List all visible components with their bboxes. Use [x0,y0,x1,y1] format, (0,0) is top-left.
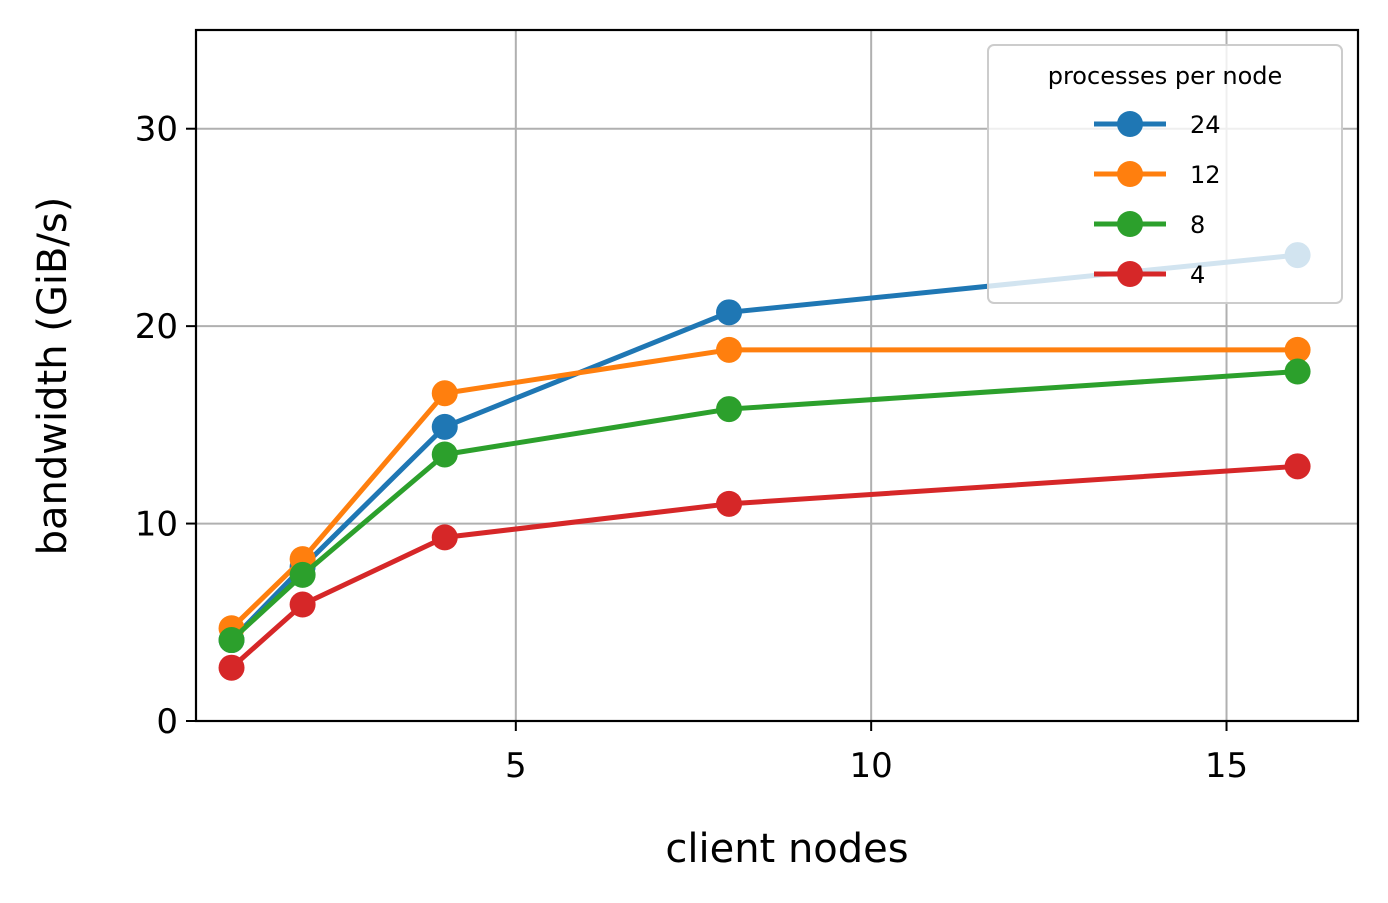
y-axis-title: bandwidth (GiB/s) [30,197,76,556]
data-point [716,396,743,423]
x-tick-label: 10 [850,746,893,786]
legend-title: processes per node [1048,62,1283,90]
legend-swatch-marker [1117,211,1143,237]
legend: processes per node 24 12 8 4 [987,44,1343,304]
legend-label: 4 [1190,261,1205,289]
legend-label: 24 [1190,111,1221,139]
axis-ticks: 5 10 15 0 10 20 30 [135,110,1248,786]
x-tick-label: 5 [505,746,527,786]
y-tick-label: 20 [135,307,178,347]
data-point [431,441,458,468]
data-point [289,561,316,588]
data-point [1284,336,1311,363]
data-point [716,299,743,326]
data-point [1284,358,1311,385]
legend-label: 12 [1190,161,1221,189]
data-point [431,413,458,440]
data-point [716,490,743,517]
x-tick-label: 15 [1205,746,1248,786]
x-axis-title: client nodes [665,826,908,872]
series-4 [218,453,1311,681]
data-point [218,627,245,654]
data-point [289,591,316,618]
series-8 [218,358,1311,654]
data-point [1284,453,1311,480]
legend-swatch-marker [1117,111,1143,137]
y-tick-label: 30 [135,110,178,150]
legend-label: 8 [1190,211,1205,239]
y-tick-label: 10 [135,505,178,545]
data-point [716,336,743,363]
y-tick-label: 0 [156,702,178,742]
data-point [431,380,458,407]
data-point [218,654,245,681]
legend-swatch-marker [1117,261,1143,287]
series-group [218,242,1311,681]
plot-frame [194,28,1360,723]
data-point [431,524,458,551]
legend-swatch-marker [1117,161,1143,187]
